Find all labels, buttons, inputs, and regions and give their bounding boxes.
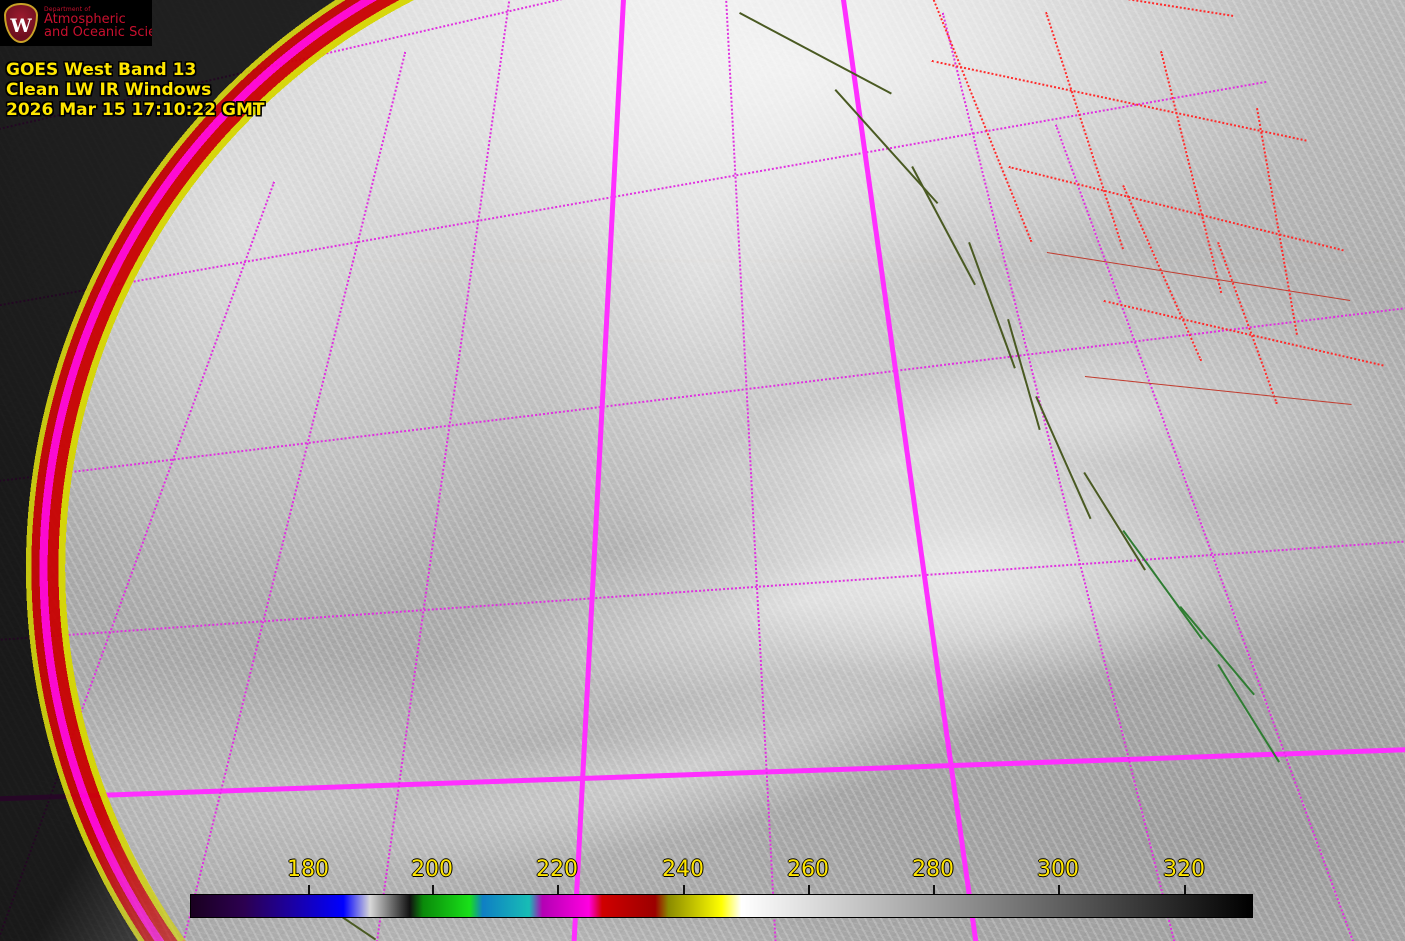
colorbar-tick-280 — [933, 885, 935, 895]
logo-department-label: Department of — [44, 5, 91, 13]
colorbar-label-220: 220 — [536, 857, 578, 882]
temperature-colorbar — [190, 894, 1253, 918]
colorbar-label-180: 180 — [287, 857, 329, 882]
colorbar-tick-260 — [808, 885, 810, 895]
colorbar-tick-labels: 180 200 220 240 260 280 300 320 — [0, 857, 1405, 885]
colorbar-label-260: 260 — [787, 857, 829, 882]
logo-line-1: Atmospheric — [44, 11, 126, 27]
colorbar-label-300: 300 — [1037, 857, 1079, 882]
title-satellite-band: GOES West Band 13 — [6, 60, 197, 80]
colorbar-label-320: 320 — [1163, 857, 1205, 882]
colorbar-label-200: 200 — [411, 857, 453, 882]
colorbar-tick-200 — [432, 885, 434, 895]
uw-aos-logo: W Department of Atmospheric and Oceanic … — [0, 0, 152, 46]
logo-text-block: Department of Atmospheric and Oceanic Sc… — [44, 5, 152, 41]
image-annotation-titles: GOES West Band 13 Clean LW IR Windows 20… — [6, 60, 264, 120]
crest-letter: W — [10, 14, 32, 37]
logo-line-2: and Oceanic Sciences — [44, 25, 152, 41]
colorbar-tick-180 — [308, 885, 310, 895]
colorbar-label-240: 240 — [662, 857, 704, 882]
colorbar-tick-240 — [683, 885, 685, 895]
colorbar-tick-220 — [557, 885, 559, 895]
colorbar-tick-marks — [0, 885, 1405, 895]
uw-crest-icon: W — [4, 3, 38, 43]
colorbar-label-280: 280 — [912, 857, 954, 882]
colorbar-tick-320 — [1184, 885, 1186, 895]
title-timestamp: 2026 Mar 15 17:10:22 GMT — [6, 100, 265, 121]
colorbar-gradient — [191, 895, 1252, 917]
title-product-name: Clean LW IR Windows — [6, 80, 212, 101]
colorbar-tick-300 — [1058, 885, 1060, 895]
